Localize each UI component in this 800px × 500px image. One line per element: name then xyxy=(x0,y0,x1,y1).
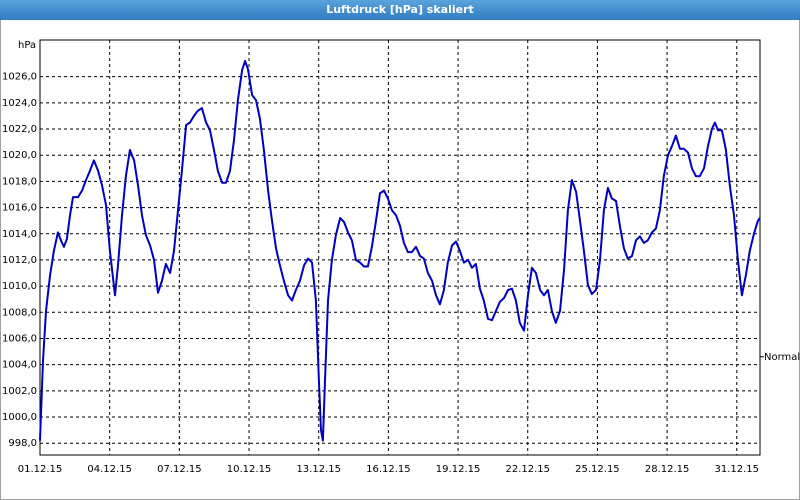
x-tick-label: 28.12.15 xyxy=(645,464,690,475)
reference-label: Normal xyxy=(764,352,800,363)
y-tick-label: 1020,0 xyxy=(2,150,37,161)
y-tick-label: 1016,0 xyxy=(2,203,37,214)
y-tick-label: 1026,0 xyxy=(2,72,37,83)
y-tick-label: 1006,0 xyxy=(2,333,37,344)
y-tick-label: 1002,0 xyxy=(2,386,37,397)
x-tick-label: 13.12.15 xyxy=(296,464,341,475)
x-tick-label: 22.12.15 xyxy=(505,464,550,475)
y-tick-label: 1024,0 xyxy=(2,98,37,109)
y-tick-label: 1010,0 xyxy=(2,281,37,292)
plot-frame xyxy=(39,39,761,456)
y-tick-label: 1008,0 xyxy=(2,307,37,318)
x-tick-label: 19.12.15 xyxy=(436,464,481,475)
y-axis-label: hPa xyxy=(18,40,36,51)
title-bar xyxy=(0,0,800,20)
x-tick-label: 01.12.15 xyxy=(18,464,63,475)
x-tick-label: 10.12.15 xyxy=(227,464,272,475)
x-tick-label: 16.12.15 xyxy=(366,464,411,475)
y-tick-label: 1014,0 xyxy=(2,229,37,240)
x-tick-label: 25.12.15 xyxy=(575,464,620,475)
y-tick-label: 998,0 xyxy=(8,438,37,449)
y-tick-label: 1012,0 xyxy=(2,255,37,266)
chart-title: Luftdruck [hPa] skaliert xyxy=(326,3,474,16)
y-tick-label: 1000,0 xyxy=(2,412,37,423)
y-tick-label: 1018,0 xyxy=(2,176,37,187)
y-tick-label: 1004,0 xyxy=(2,360,37,371)
y-tick-label: 1022,0 xyxy=(2,124,37,135)
pressure-line xyxy=(39,59,761,442)
x-tick-label: 31.12.15 xyxy=(715,464,760,475)
x-tick-label: 04.12.15 xyxy=(87,464,132,475)
x-tick-label: 07.12.15 xyxy=(157,464,202,475)
